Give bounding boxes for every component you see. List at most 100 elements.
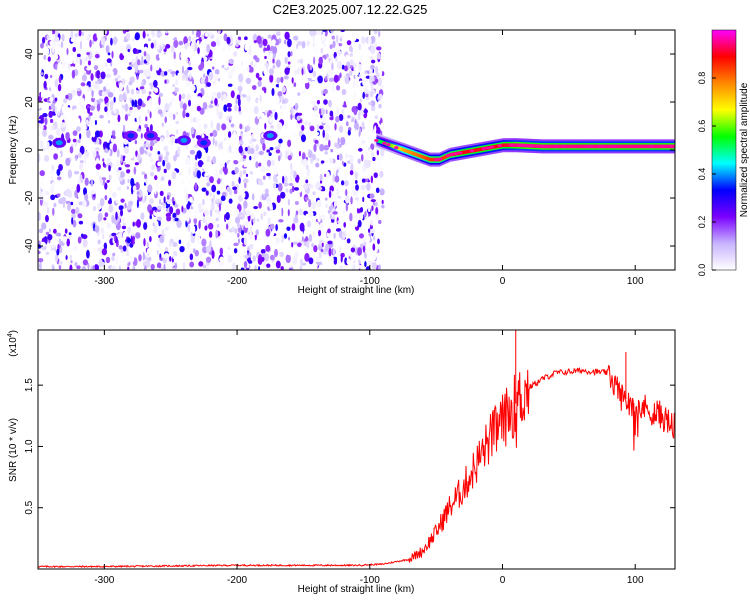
ridge-cell (417, 153, 420, 158)
noise-speck (263, 87, 267, 94)
noise-speck (189, 73, 192, 80)
noise-speck (157, 205, 162, 210)
ridge-peak (481, 147, 487, 151)
noise-speck (304, 78, 309, 84)
ridge-peak (394, 146, 399, 150)
noise-speck (310, 100, 317, 105)
noise-speck (265, 228, 271, 237)
noise-speck (346, 238, 351, 244)
ridge-cell (594, 144, 596, 149)
noise-speck (266, 44, 271, 51)
colorbar: 0.00.20.40.60.8 Normalized spectral ampl… (697, 29, 750, 277)
noise-speck (96, 30, 100, 39)
noise-speck (258, 150, 264, 156)
noise-speck (290, 113, 293, 121)
noise-speck (104, 212, 109, 218)
noise-speck (364, 211, 367, 218)
noise-speck (133, 61, 138, 69)
noise-speck (63, 98, 68, 104)
noise-speck (369, 137, 374, 144)
noise-speck (134, 32, 140, 41)
noise-speck (307, 63, 311, 71)
noise-speck (257, 80, 262, 88)
noise-speck (89, 39, 92, 48)
noise-speck (112, 143, 118, 153)
figure-title: C2E3.2025.007.12.22.G25 (273, 2, 428, 17)
noise-speck (196, 150, 202, 159)
noise-speck (275, 260, 281, 269)
noise-speck (259, 106, 265, 112)
noise-speck (231, 262, 237, 270)
noise-speck (337, 171, 341, 177)
ridge-cell (445, 154, 447, 159)
noise-speck (131, 57, 135, 65)
noise-speck (206, 82, 212, 88)
ridge-peak (541, 144, 546, 148)
noise-speck (200, 77, 205, 85)
noise-speck (328, 157, 334, 164)
noise-speck (136, 191, 140, 196)
colorbar-tick-label: 0.0 (697, 264, 707, 277)
noise-speck (57, 110, 60, 117)
colorbar-ticks: 0.00.20.40.60.8 (697, 72, 716, 277)
noise-speck (368, 102, 373, 106)
noise-speck (46, 141, 50, 150)
noise-speck (134, 238, 138, 244)
noise-speck (219, 146, 222, 150)
noise-speck (128, 200, 134, 207)
noise-speck (340, 30, 346, 33)
noise-speck (359, 254, 365, 262)
ridge-cell (479, 147, 481, 152)
noise-speck (177, 72, 181, 80)
noise-speck (187, 233, 191, 243)
noise-speck (350, 118, 355, 122)
noise-speck (245, 210, 251, 217)
spectrogram-ylabel: Frequency (Hz) (8, 116, 19, 185)
noise-speck (245, 77, 252, 85)
ridge-cell (578, 144, 580, 149)
noise-speck (246, 261, 250, 269)
noise-speck (277, 91, 283, 97)
noise-speck (164, 79, 167, 84)
noise-speck (363, 58, 366, 67)
noise-speck (90, 80, 94, 88)
noise-speck (100, 179, 104, 186)
noise-speck (336, 243, 340, 252)
noise-speck (149, 157, 154, 163)
noise-speck (38, 182, 42, 188)
ridge-cell (463, 150, 465, 155)
noise-speck (217, 77, 221, 82)
noise-speck (311, 243, 314, 248)
noise-speck (327, 240, 333, 245)
snr-x-tick-label: 0 (500, 575, 506, 586)
noise-speck (260, 112, 265, 118)
noise-speck (289, 68, 293, 76)
noise-speck (58, 260, 63, 265)
noise-speck (95, 163, 101, 170)
noise-speck (94, 120, 97, 126)
noise-speck (176, 128, 179, 135)
noise-speck (158, 54, 163, 59)
noise-speck (105, 256, 111, 264)
noise-speck (96, 170, 99, 177)
ridge-cell (654, 144, 657, 149)
noise-speck (80, 82, 86, 87)
noise-speck (343, 180, 349, 187)
noise-speck (43, 201, 49, 208)
ridge-cell (414, 152, 417, 157)
noise-speck (170, 93, 174, 98)
ridge-cell (409, 150, 411, 155)
noise-speck (201, 238, 207, 247)
noise-speck (70, 185, 75, 192)
noise-speck (196, 96, 202, 101)
noise-speck (370, 199, 376, 203)
noise-speck (319, 125, 324, 130)
noise-speck (156, 136, 161, 142)
noise-speck (379, 188, 385, 196)
noise-speck (164, 247, 169, 252)
noise-speck (170, 135, 176, 144)
noise-speck (130, 177, 135, 187)
ridge-cell (581, 144, 583, 149)
noise-speck (215, 217, 219, 222)
noise-speck (43, 54, 47, 60)
